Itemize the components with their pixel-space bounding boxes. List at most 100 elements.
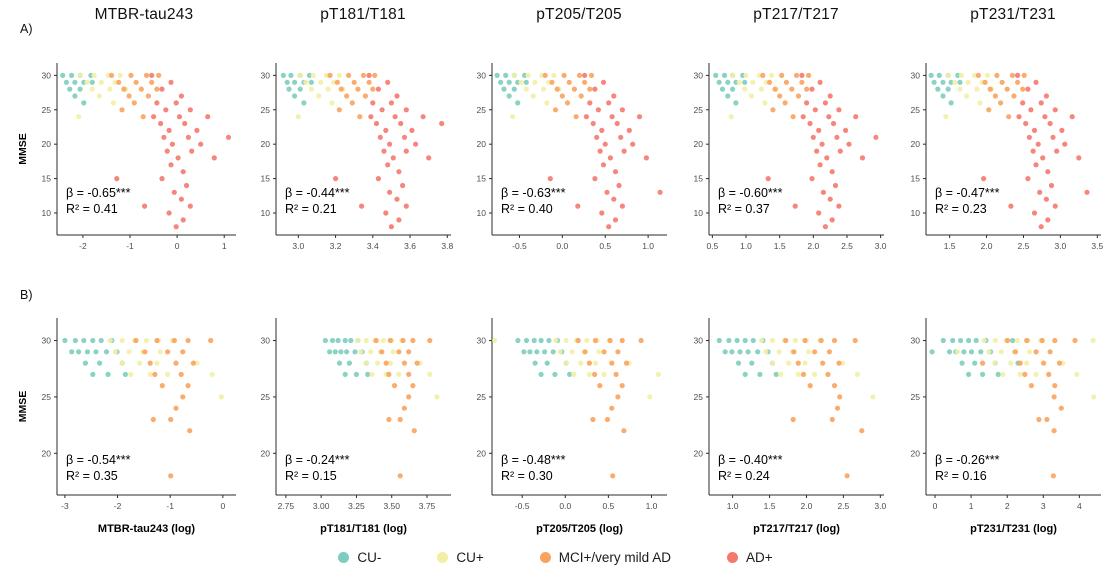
legend-label-cu-minus: CU- [357,550,382,565]
svg-text:R² = 0.23: R² = 0.23 [935,202,987,216]
svg-text:MTBR-tau243 (log): MTBR-tau243 (log) [98,523,196,535]
scatter-panel-b-mtbr-tau243: 20 25 30 -3 -2 -1 0 β = -0.54*** R² = 0.35 MMSE MT… [12,310,242,547]
svg-text:β = -0.54***: β = -0.54*** [66,453,131,467]
svg-text:1.0: 1.0 [727,501,739,511]
panel-title-pt217: pT217/T217 [753,6,839,23]
svg-text:-1: -1 [126,241,134,251]
scatter-panel-b-pt231: 20 25 30 0 1 2 3 4 β = -0.26*** R² = 0.16 pT231/T2… [900,310,1107,547]
svg-text:20: 20 [477,448,487,458]
svg-text:0.5: 0.5 [599,241,611,251]
svg-text:3.2: 3.2 [330,241,342,251]
svg-text:-1: -1 [166,501,174,511]
svg-text:R² = 0.35: R² = 0.35 [66,469,118,483]
svg-text:15: 15 [694,174,704,184]
svg-text:3.8: 3.8 [441,241,453,251]
svg-text:1.0: 1.0 [642,241,654,251]
panel-title-pt181: pT181/T181 [320,6,406,23]
svg-text:3.0: 3.0 [875,241,887,251]
svg-text:0.0: 0.0 [559,501,571,511]
svg-text:15: 15 [477,174,487,184]
svg-text:3: 3 [1041,501,1046,511]
svg-text:20: 20 [911,448,921,458]
svg-text:25: 25 [477,392,487,402]
svg-text:3.6: 3.6 [404,241,416,251]
svg-text:2.5: 2.5 [837,501,849,511]
legend-label-ad-plus: AD+ [745,550,773,565]
svg-text:β = -0.63***: β = -0.63*** [501,186,566,200]
scatter-panel-b-pt217: 20 25 30 1.0 1.5 2.0 2.5 3.0 β = -0.40*** R² = 0.… [683,310,890,547]
svg-text:25: 25 [261,105,271,115]
svg-text:R² = 0.37: R² = 0.37 [718,202,770,216]
scatter-panel-b-pt181: 20 25 30 2.75 3.00 3.25 3.50 3.75 β = -0.24*** R²… [250,310,457,547]
svg-text:0.0: 0.0 [556,241,568,251]
svg-text:10: 10 [694,208,704,218]
svg-text:R² = 0.30: R² = 0.30 [501,469,553,483]
svg-text:30: 30 [911,70,921,80]
svg-text:15: 15 [42,174,52,184]
svg-text:30: 30 [42,70,52,80]
svg-text:3.25: 3.25 [348,501,365,511]
svg-text:1.5: 1.5 [764,501,776,511]
svg-text:25: 25 [42,105,52,115]
svg-text:30: 30 [694,70,704,80]
svg-text:15: 15 [911,174,921,184]
svg-text:-0.5: -0.5 [512,241,527,251]
svg-text:3.0: 3.0 [874,501,886,511]
svg-text:-3: -3 [61,501,69,511]
svg-text:25: 25 [477,105,487,115]
scatter-panel-a-pt231: 10 15 20 25 30 1.5 2.0 2.5 3.0 3.5 β = -0.47*** R² … [900,55,1107,260]
legend: CU- CU+ MCI+/very mild AD AD+ [0,550,1111,565]
svg-text:2: 2 [1005,501,1010,511]
scatter-panel-b-pt205: 20 25 30 -0.5 0.0 0.5 1.0 β = -0.48*** R² = 0.30… [466,310,673,547]
legend-label-cu-plus: CU+ [456,550,484,565]
svg-text:25: 25 [911,105,921,115]
svg-text:3.50: 3.50 [383,501,400,511]
legend-item-mci: MCI+/very mild AD [539,550,671,565]
svg-text:25: 25 [42,392,52,402]
svg-text:1.0: 1.0 [740,241,752,251]
svg-text:0: 0 [175,241,180,251]
svg-text:β = -0.65***: β = -0.65*** [66,186,131,200]
legend-dot-cu-plus [437,552,449,563]
svg-text:3.0: 3.0 [1054,241,1066,251]
svg-text:1.0: 1.0 [646,501,658,511]
svg-text:30: 30 [911,336,921,346]
svg-text:0.5: 0.5 [706,241,718,251]
scatter-panel-a-pt217: 10 15 20 25 30 0.5 1.0 1.5 2.0 2.5 3.0 β = -0.60***… [683,55,890,260]
svg-text:20: 20 [694,448,704,458]
svg-text:MMSE: MMSE [17,391,29,423]
svg-text:1: 1 [969,501,974,511]
svg-text:R² = 0.40: R² = 0.40 [501,202,553,216]
svg-text:pT217/T217 (log): pT217/T217 (log) [753,523,840,535]
legend-item-ad-plus: AD+ [726,550,773,565]
svg-text:4: 4 [1077,501,1082,511]
svg-text:10: 10 [477,208,487,218]
svg-text:pT205/T205 (log): pT205/T205 (log) [536,523,623,535]
legend-dot-mci [539,552,551,563]
svg-text:R² = 0.41: R² = 0.41 [66,202,118,216]
svg-text:20: 20 [694,139,704,149]
svg-text:R² = 0.15: R² = 0.15 [285,469,337,483]
svg-text:β = -0.24***: β = -0.24*** [285,453,350,467]
svg-text:β = -0.60***: β = -0.60*** [718,186,783,200]
scatter-panel-a-pt205: 10 15 20 25 30 -0.5 0.0 0.5 1.0 β = -0.63*** R² = … [466,55,673,260]
svg-text:0: 0 [220,501,225,511]
svg-text:20: 20 [42,139,52,149]
svg-text:0.5: 0.5 [602,501,614,511]
section-label-b: B) [20,288,33,302]
svg-text:β = -0.40***: β = -0.40*** [718,453,783,467]
svg-text:β = -0.26***: β = -0.26*** [935,453,1000,467]
svg-text:10: 10 [911,208,921,218]
scatter-panel-a-mtbr-tau243: 10 15 20 25 30 -2 -1 0 1 β = -0.65*** R² = 0.41 MMS… [12,55,242,260]
svg-text:10: 10 [261,208,271,218]
svg-text:30: 30 [261,70,271,80]
svg-text:β = -0.47***: β = -0.47*** [935,186,1000,200]
svg-text:R² = 0.24: R² = 0.24 [718,469,770,483]
svg-text:2.5: 2.5 [1018,241,1030,251]
scatter-panel-a-pt181: 10 15 20 25 30 3.0 3.2 3.4 3.6 3.8 β = -0.44*** R² … [250,55,457,260]
panel-title-pt231: pT231/T231 [970,6,1056,23]
svg-text:15: 15 [261,174,271,184]
svg-text:2.0: 2.0 [801,501,813,511]
legend-item-cu-minus: CU- [338,550,381,565]
